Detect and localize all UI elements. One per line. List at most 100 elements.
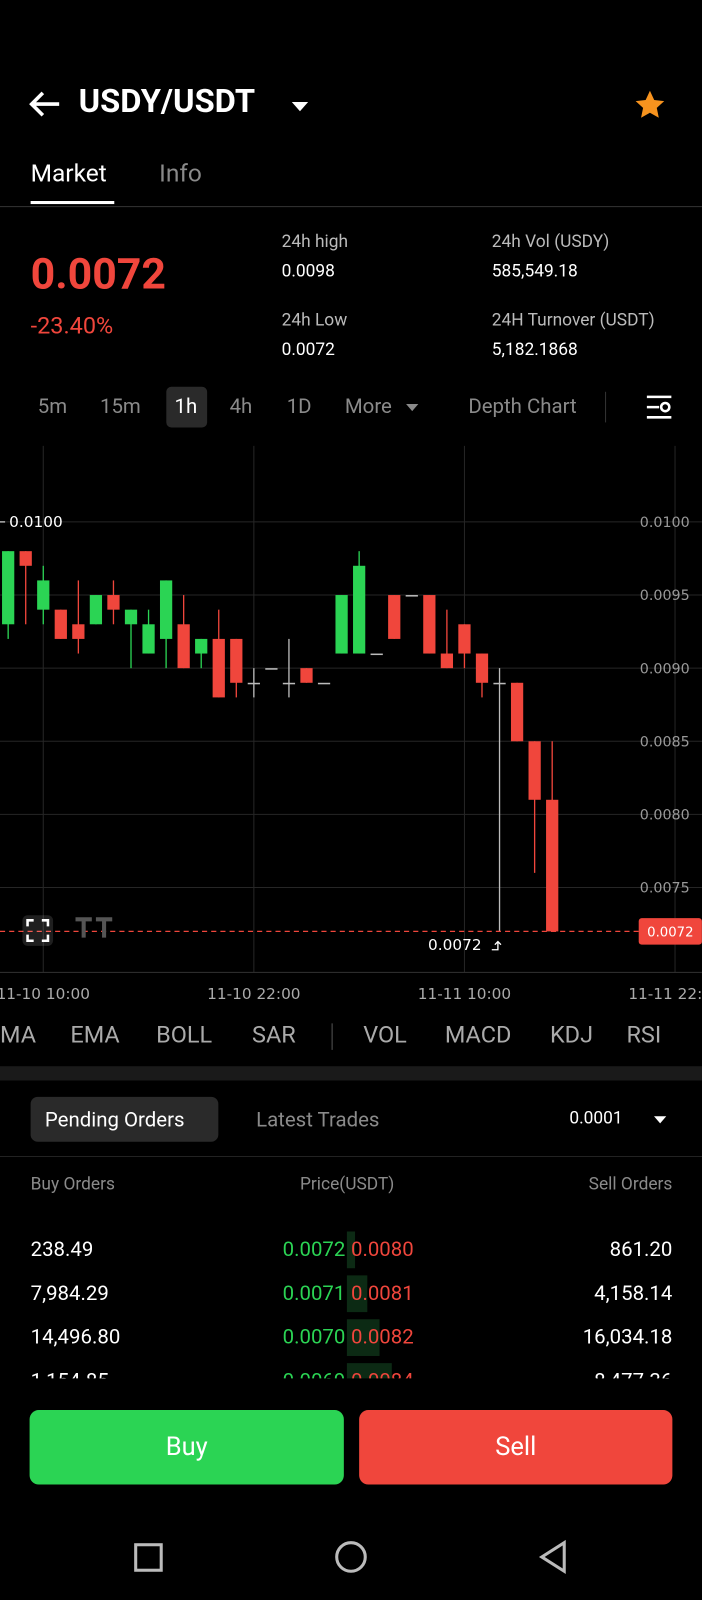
candle-body	[230, 638, 243, 683]
buy-amount: 1,154.85	[31, 1368, 109, 1378]
dropdown-icon[interactable]	[291, 100, 309, 112]
candlestick-chart: 11-10 10:00 11-10 22:00 11-11 10:00 11-11 2…	[0, 445, 702, 1003]
buy-button[interactable]: Buy	[29, 1410, 344, 1485]
sell-price[interactable]: 0.0082	[350, 1324, 414, 1349]
candle-body	[54, 609, 67, 639]
favorite-star[interactable]	[634, 89, 667, 122]
indicator[interactable]: RSI	[626, 1021, 662, 1049]
tab-indicator	[30, 200, 115, 205]
nav-bar	[134, 1539, 566, 1575]
buy-price[interactable]: 0.0070	[282, 1324, 346, 1349]
more-caret[interactable]	[405, 403, 419, 412]
sell-button[interactable]: Sell	[359, 1410, 673, 1485]
stat-label: 24h high	[281, 231, 349, 253]
candle-body	[423, 595, 436, 654]
candle-body	[195, 638, 208, 654]
candle-body	[2, 551, 15, 625]
indicator[interactable]: KDJ	[549, 1021, 594, 1049]
high-marker-label: 0.0100	[9, 513, 63, 531]
indicator[interactable]: BOLL	[156, 1021, 213, 1049]
column-header: Price(USDT)	[299, 1174, 395, 1195]
buy-price[interactable]: 0.0072	[282, 1236, 346, 1262]
interval[interactable]: 15m	[99, 393, 141, 419]
interval[interactable]: 1h	[174, 393, 198, 419]
sell-amount: 4,158.14	[594, 1280, 673, 1305]
low-marker-arrow	[491, 940, 502, 951]
last-price-tag	[638, 918, 702, 945]
sell-price[interactable]: 0.0084	[351, 1368, 414, 1378]
home-button[interactable]	[335, 1541, 367, 1573]
y-tick-label: 0.0100	[640, 515, 690, 531]
tab-market[interactable]: Market	[30, 159, 107, 188]
candle-body	[247, 682, 260, 685]
section-gap	[0, 1066, 702, 1081]
candle-body	[159, 580, 173, 639]
x-tick-label: 11-10 10:00	[0, 985, 90, 1003]
buy-amount: 7,984.29	[30, 1280, 109, 1305]
indicator[interactable]: VOL	[363, 1021, 407, 1049]
indicator[interactable]: EMA	[70, 1021, 120, 1049]
tab-info[interactable]: Info	[159, 159, 202, 188]
candle-body	[19, 551, 32, 566]
interval-selected-bg	[166, 386, 208, 428]
x-tick-label: 11-10 22:00	[207, 985, 300, 1003]
depth-bar	[346, 1231, 356, 1269]
indicator[interactable]: MA	[0, 1021, 37, 1049]
interval[interactable]: 4h	[229, 393, 253, 419]
y-tick-label: 0.0080	[640, 808, 690, 824]
interval[interactable]: More	[344, 393, 392, 419]
indicator[interactable]: MACD	[444, 1021, 512, 1049]
trades-tab[interactable]: Latest Trades	[256, 1107, 380, 1132]
buy-price[interactable]: 0.0071	[282, 1280, 346, 1305]
candle-body	[546, 799, 559, 932]
candle-body	[510, 682, 524, 742]
candle-body	[405, 595, 418, 597]
stat-value: 5,182.1868	[491, 339, 578, 361]
order-book: 238.49 0.0072 0.0080 861.20 7,984.29 0.0071 0.…	[0, 1219, 702, 1379]
candle-body	[177, 624, 190, 669]
settings-icon[interactable]	[645, 394, 674, 421]
fullscreen-bg	[22, 915, 54, 946]
y-tick-label: 0.0085	[640, 734, 690, 750]
stat-value: 0.0098	[281, 261, 335, 282]
divider	[0, 1155, 702, 1158]
y-tick-label: 0.0095	[640, 588, 690, 604]
sell-price[interactable]: 0.0081	[350, 1280, 414, 1305]
low-marker-label: 0.0072	[428, 936, 482, 954]
candle-body	[335, 595, 348, 654]
candle-body	[440, 653, 454, 669]
depth-bar	[346, 1319, 380, 1356]
candle-body	[142, 624, 155, 654]
candle-body	[212, 638, 225, 698]
depth-chart[interactable]: Depth Chart	[468, 393, 577, 419]
price-change: -23.40%	[30, 312, 114, 340]
stat-value: 0.0072	[281, 339, 335, 361]
candle-body	[493, 682, 506, 685]
candle-body	[89, 595, 103, 625]
candle-body	[528, 741, 541, 800]
precision-caret[interactable]	[653, 1115, 667, 1124]
orders-tab[interactable]: Pending Orders	[44, 1107, 185, 1132]
divider	[0, 206, 702, 208]
stat-value: 585,549.18	[491, 261, 578, 282]
interval[interactable]: 1D	[286, 393, 312, 419]
candle-body	[124, 609, 138, 625]
back-arrow[interactable]	[29, 90, 62, 119]
sell-amount: 861.20	[609, 1236, 673, 1262]
x-tick-label: 11-11 22:00	[628, 985, 702, 1003]
recents-button[interactable]	[134, 1543, 163, 1572]
sell-price[interactable]: 0.0080	[350, 1236, 414, 1262]
candle-body	[37, 580, 50, 610]
buy-amount: 14,496.80	[30, 1324, 121, 1349]
interval[interactable]: 5m	[37, 393, 68, 419]
back-button[interactable]	[538, 1539, 566, 1575]
indicator[interactable]: SAR	[252, 1021, 296, 1049]
y-tick-label: 0.0075	[640, 881, 690, 897]
candle-body	[107, 595, 120, 610]
precision[interactable]: 0.0001	[569, 1108, 623, 1129]
depth-bar	[346, 1275, 368, 1313]
candle-body	[353, 565, 366, 654]
buy-price[interactable]: 0.0069	[283, 1368, 346, 1378]
pair-title[interactable]: USDY/USDT	[78, 81, 256, 121]
